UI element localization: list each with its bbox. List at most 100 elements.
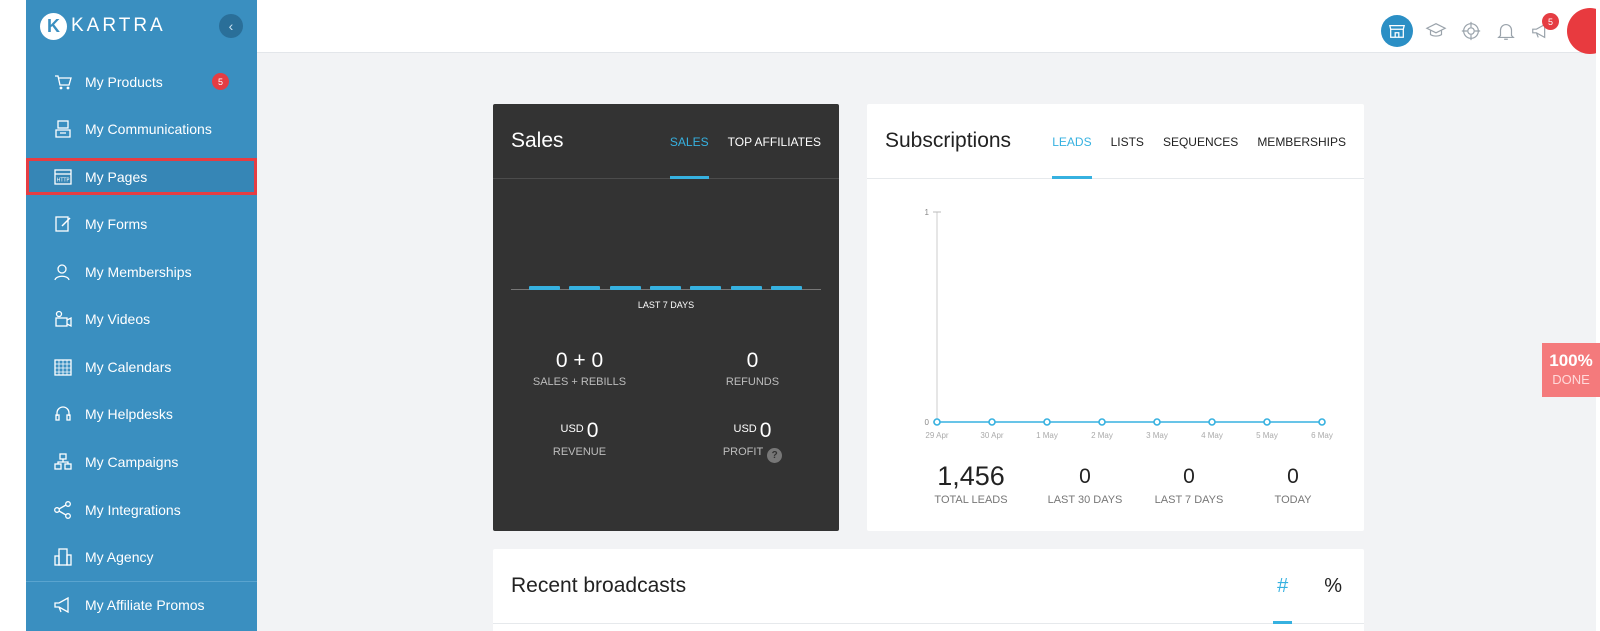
tab-memberships[interactable]: MEMBERSHIPS [1257, 134, 1346, 149]
leads-data-point [1043, 418, 1051, 426]
brand[interactable]: K KARTRA ‹ [26, 0, 257, 52]
lifebuoy-icon[interactable] [1459, 19, 1483, 43]
subscriptions-card: Subscriptions LEADS LISTS SEQUENCES MEMB… [867, 104, 1364, 531]
tab-count[interactable]: # [1273, 549, 1293, 624]
building-icon [53, 547, 73, 567]
sales-chart-caption: LAST 7 DAYS [637, 300, 695, 310]
today-label: TODAY [1274, 494, 1312, 506]
stat-profit: USD 0 PROFIT? [666, 419, 839, 463]
leads-data-point [1318, 418, 1326, 426]
store-icon[interactable] [1381, 15, 1413, 47]
sidebar-item-label: My Memberships [85, 263, 192, 280]
sidebar-item-my-forms[interactable]: My Forms [26, 200, 257, 248]
y-tick-label: 0 [925, 418, 930, 427]
sales-rebills-label: SALES + REBILLS [532, 376, 627, 388]
sales-rebills-value: 0 + 0 [555, 349, 604, 372]
collapse-sidebar-button[interactable]: ‹ [219, 14, 243, 38]
sidebar-item-my-affiliate-promos[interactable]: My Affiliate Promos [26, 580, 257, 629]
topbar-icons: 5 [1381, 8, 1600, 54]
sidebar: K KARTRA ‹ My Products 5 My Communications… [26, 0, 257, 631]
calendar-icon [53, 357, 73, 377]
stat-today: 0 TODAY [1231, 461, 1355, 506]
sidebar-item-my-pages[interactable]: HTTP My Pages [26, 158, 257, 196]
profit-value: 0 [759, 419, 772, 442]
sales-bar-4 [650, 286, 681, 290]
today-value: 0 [1287, 465, 1299, 488]
subscriptions-tabs: LEADS LISTS SEQUENCES MEMBERSHIPS [1033, 104, 1346, 179]
broadcasts-card-header: Recent broadcasts # % [493, 549, 1364, 624]
bell-icon[interactable] [1494, 19, 1518, 43]
tab-leads[interactable]: LEADS [1052, 104, 1092, 179]
sidebar-item-my-agency[interactable]: My Agency [26, 533, 257, 581]
headset-icon [53, 404, 73, 424]
sales-tabs: SALES TOP AFFILIATES [651, 104, 821, 179]
profit-label: PROFIT [722, 446, 764, 458]
last-30-days-label: LAST 30 DAYS [1047, 494, 1123, 506]
x-tick-label: 6 May [1311, 431, 1333, 440]
x-tick-label: 1 May [1036, 431, 1058, 440]
megaphone-icon[interactable]: 5 [1529, 13, 1559, 43]
leads-line-chart: 0 1 29 Apr 30 Apr 1 May 2 May 3 May 4 May 5 May 6… [925, 208, 1333, 440]
sidebar-item-my-communications[interactable]: My Communications [26, 106, 257, 154]
x-tick-label: 29 Apr [925, 431, 948, 440]
svg-text:HTTP: HTTP [57, 177, 70, 183]
last-7-days-label: LAST 7 DAYS [1154, 494, 1224, 506]
avatar[interactable] [1567, 8, 1600, 54]
topbar: 5 [257, 0, 1600, 54]
sidebar-item-label: My Products [85, 73, 163, 90]
progress-label: DONE [1552, 372, 1590, 387]
sidebar-item-label: My Campaigns [85, 453, 179, 470]
refunds-value: 0 [746, 349, 759, 372]
stat-sales-rebills: 0 + 0 SALES + REBILLS [493, 349, 666, 388]
sidebar-item-label: My Forms [85, 215, 148, 232]
sidebar-item-label: My Communications [85, 121, 212, 138]
notification-badge: 5 [1542, 13, 1559, 30]
left-gutter [0, 0, 26, 631]
sidebar-item-label: My Videos [85, 311, 151, 328]
sales-bar-5 [690, 286, 721, 290]
sidebar-item-my-campaigns[interactable]: My Campaigns [26, 438, 257, 486]
sidebar-item-my-calendars[interactable]: My Calendars [26, 343, 257, 391]
x-tick-label: 2 May [1091, 431, 1113, 440]
sidebar-item-my-products[interactable]: My Products 5 [26, 58, 257, 106]
help-icon[interactable]: ? [767, 448, 783, 463]
leads-data-point [933, 418, 941, 426]
communications-icon [53, 119, 73, 139]
broadcasts-title: Recent broadcasts [511, 574, 687, 597]
recent-broadcasts-card: Recent broadcasts # % [493, 549, 1364, 631]
sidebar-item-my-integrations[interactable]: My Integrations [26, 486, 257, 534]
megaphone-icon [53, 595, 73, 615]
total-leads-label: TOTAL LEADS [934, 494, 1008, 506]
stat-total-leads: 1,456 TOTAL LEADS [909, 461, 1033, 506]
sales-mini-chart [511, 284, 821, 294]
profit-currency: USD [733, 423, 757, 435]
leads-data-point [1208, 418, 1216, 426]
tab-sequences[interactable]: SEQUENCES [1162, 134, 1239, 149]
total-leads-value: 1,456 [937, 461, 1005, 491]
last-7-days-value: 0 [1183, 465, 1195, 488]
y-tick-label: 1 [925, 208, 930, 217]
form-edit-icon [53, 214, 73, 234]
graduation-cap-icon[interactable] [1424, 19, 1448, 43]
sidebar-item-my-memberships[interactable]: My Memberships [26, 248, 257, 296]
sales-bar-1 [529, 286, 560, 290]
sidebar-item-my-helpdesks[interactable]: My Helpdesks [26, 391, 257, 439]
cart-icon [53, 72, 73, 92]
http-page-icon: HTTP [53, 167, 73, 187]
last-30-days-value: 0 [1079, 465, 1091, 488]
tab-sales[interactable]: SALES [669, 104, 709, 179]
sidebar-nav: My Products 5 My Communications HTTP My Page… [26, 58, 257, 629]
kartra-logo-icon: K [40, 12, 67, 40]
progress-done-badge[interactable]: 100% DONE [1542, 343, 1600, 397]
tab-percent[interactable]: % [1324, 575, 1342, 597]
x-tick-label: 4 May [1201, 431, 1223, 440]
revenue-currency: USD [560, 423, 584, 435]
stat-last-7-days: 0 LAST 7 DAYS [1127, 461, 1251, 506]
leads-data-point [1263, 418, 1271, 426]
sidebar-item-my-videos[interactable]: My Videos [26, 295, 257, 343]
tab-top-affiliates[interactable]: TOP AFFILIATES [727, 134, 821, 149]
products-count-badge: 5 [212, 73, 229, 91]
sales-card: Sales SALES TOP AFFILIATES LAST 7 DAYS 0… [493, 104, 839, 531]
stat-revenue: USD 0 REVENUE [493, 419, 666, 458]
tab-lists[interactable]: LISTS [1110, 134, 1144, 149]
